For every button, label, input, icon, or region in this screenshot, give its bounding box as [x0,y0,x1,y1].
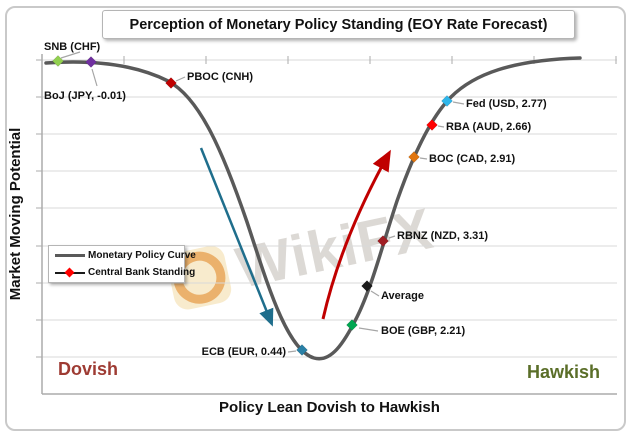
label-boe: BOE (GBP, 2.21) [381,325,465,337]
label-pboc: PBOC (CNH) [187,71,253,83]
chart-frame [5,6,626,431]
marker-fed [441,95,453,107]
legend-line-swatch [55,253,85,257]
y-axis-title: Market Moving Potential [7,127,24,301]
legend: Monetary Policy Curve Central Bank Stand… [48,245,196,283]
legend-item-curve: Monetary Policy Curve [49,248,196,263]
leader-rbnz [388,235,396,239]
legend-item-standing: Central Bank Standing [49,266,195,281]
marker-boe [346,319,358,331]
hawkish-zone-label: Hawkish [526,362,600,382]
marker-avg [361,280,373,292]
label-ecb: ECB (EUR, 0.44) [202,346,287,358]
leader-avg [370,290,380,297]
marker-ecb [296,344,308,356]
leader-boj [91,68,98,87]
hawkish-arrow [321,149,391,320]
marker-pboc [165,77,177,89]
x-axis-title: Policy Lean Dovish to Hawkish [219,399,440,416]
label-fed: Fed (USD, 2.77) [466,98,547,110]
label-boc: BOC (CAD, 2.91) [429,153,516,165]
marker-snb [52,55,64,67]
leader-pboc [175,76,186,82]
marker-boc [408,151,420,163]
leader-boe [358,327,379,332]
dovish-arrow [199,147,274,327]
dovish-zone-label: Dovish [58,359,119,379]
leader-fed [452,101,465,105]
label-snb: SNB (CHF) [44,41,101,53]
marker-rba [426,119,438,131]
leader-boc [419,157,428,160]
legend-label-curve: Monetary Policy Curve [88,249,196,261]
leader-rba [437,125,445,128]
label-avg: Average [381,290,424,302]
marker-rbnz [377,235,389,247]
chart-title: Perception of Monetary Policy Standing (… [102,10,575,39]
legend-label-standing: Central Bank Standing [88,267,196,279]
label-boj: BoJ (JPY, -0.01) [44,90,126,102]
leader-snb [60,51,81,59]
legend-diamond-swatch [55,267,85,278]
marker-boj [85,56,97,68]
label-rba: RBA (AUD, 2.66) [446,121,531,133]
label-rbnz: RBNZ (NZD, 3.31) [397,230,488,242]
leader-ecb [287,350,297,353]
